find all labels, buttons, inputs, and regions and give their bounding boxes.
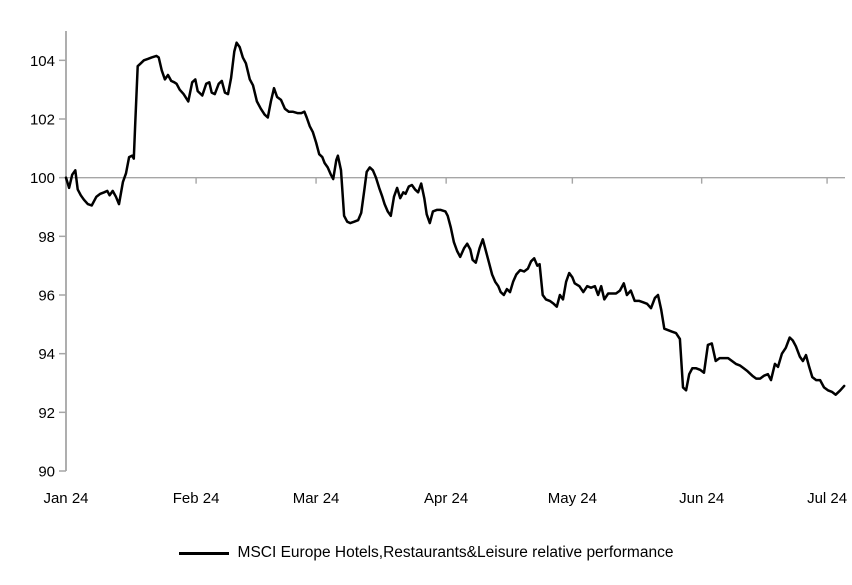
x-tick-label: Jul 24 [807, 490, 847, 507]
x-tick-label: May 24 [548, 490, 597, 507]
y-tick-label: 104 [30, 53, 55, 70]
y-tick-label: 94 [38, 346, 55, 363]
y-tick-label: 96 [38, 288, 55, 305]
legend-label: MSCI Europe Hotels,Restaurants&Leisure r… [237, 544, 674, 561]
series-line [64, 41, 846, 396]
x-tick-label: Mar 24 [293, 490, 340, 507]
x-tick-label: Jun 24 [679, 490, 724, 507]
y-tick-label: 102 [30, 112, 55, 129]
x-tick-label: Jan 24 [43, 490, 88, 507]
y-tick-label: 100 [30, 170, 55, 187]
y-tick-label: 90 [38, 464, 55, 481]
chart-legend: MSCI Europe Hotels,Restaurants&Leisure r… [0, 544, 852, 562]
y-tick-label: 92 [38, 405, 55, 422]
x-tick-label: Feb 24 [173, 490, 220, 507]
legend-line-swatch [178, 551, 229, 555]
y-tick-label: 98 [38, 229, 55, 246]
x-tick-label: Apr 24 [424, 490, 468, 507]
